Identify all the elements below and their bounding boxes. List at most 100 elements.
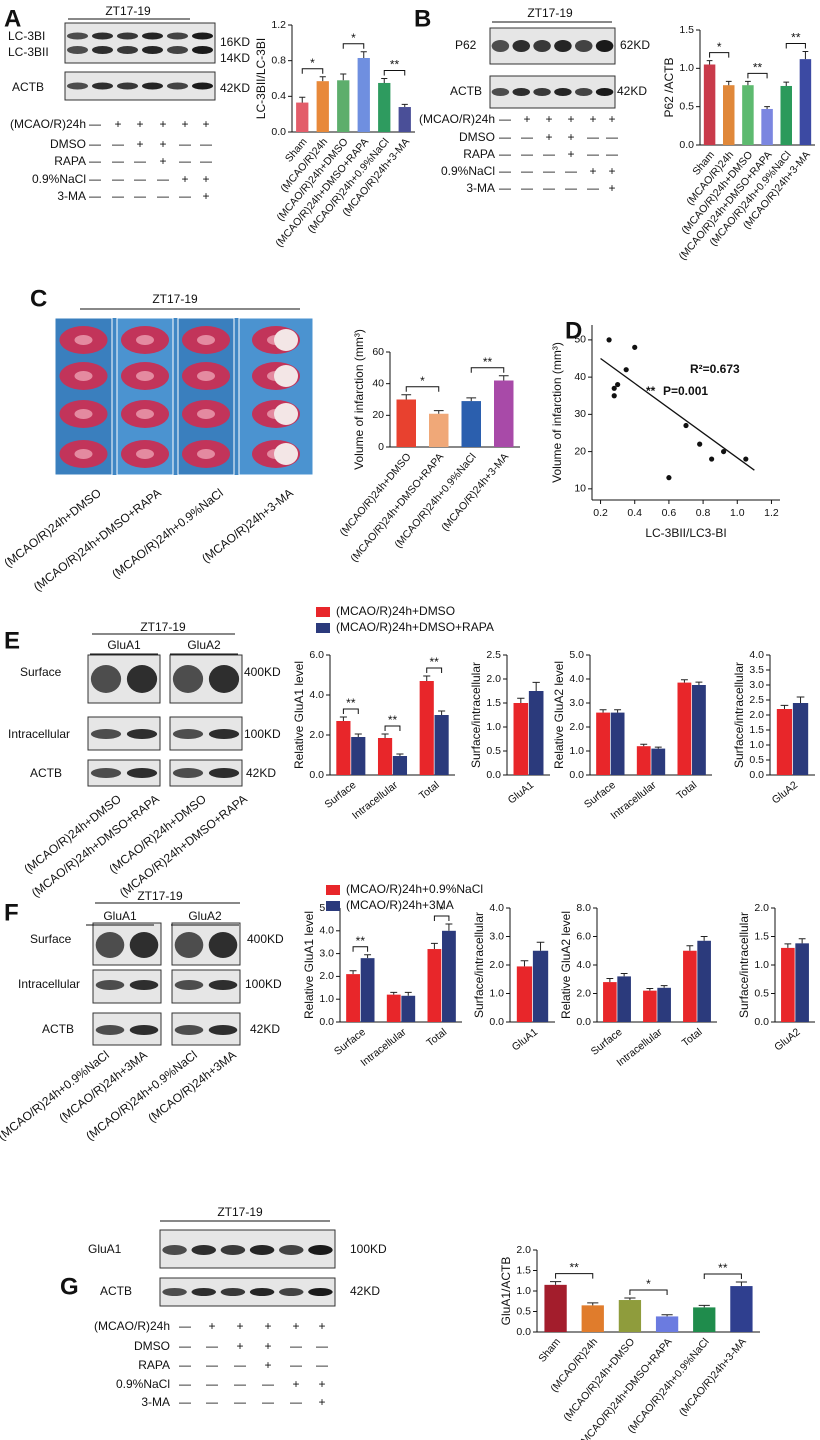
x-tick-label: Total — [424, 1026, 449, 1049]
x-tick-label: Intracellular — [608, 779, 659, 822]
significance-label: * — [646, 1277, 651, 1291]
treatment-sign: — — [134, 189, 146, 203]
bar — [603, 982, 617, 1022]
blot-band — [308, 1288, 333, 1296]
y-axis-label: Surface/intracellular — [732, 662, 746, 768]
panel-label: F — [4, 899, 19, 926]
treatment-sign: — — [290, 1395, 302, 1409]
blot-band — [191, 1245, 216, 1255]
bar — [677, 682, 692, 775]
panel-label: D — [565, 317, 582, 344]
bar — [742, 85, 754, 145]
treatment-sign: + — [545, 112, 552, 126]
blot-group-label: GluA1 — [107, 638, 141, 652]
y-tick-label: 20 — [574, 445, 586, 457]
bar — [723, 85, 735, 145]
treatment-sign: — — [587, 130, 599, 144]
blot-band — [220, 1245, 246, 1255]
brain-slice-core — [197, 449, 215, 459]
bar — [296, 102, 309, 132]
error-bar — [520, 960, 529, 967]
treatment-sign: + — [136, 117, 143, 131]
blot-band — [167, 32, 188, 40]
treatment-sign: + — [567, 130, 574, 144]
bar — [781, 947, 795, 1022]
treatment-sign: + — [523, 112, 530, 126]
bar — [780, 85, 792, 145]
y-axis-label: Volume of infarction (mm³) — [352, 329, 366, 470]
blot-row-label: ACTB — [450, 84, 482, 98]
blot-band — [92, 32, 113, 40]
error-bar — [606, 978, 614, 983]
blot-size-label: 42KD — [220, 81, 250, 95]
legend-label: (MCAO/R)24h+DMSO+RAPA — [336, 620, 494, 634]
x-tick-label: (MCAO/R)24h+DMSO — [561, 1336, 637, 1424]
blot-band — [491, 88, 510, 96]
significance-label: ** — [356, 934, 366, 948]
blot-size-label: 100KD — [350, 1242, 387, 1256]
error-bar — [587, 1302, 599, 1306]
y-tick-label: 1.0 — [754, 959, 769, 971]
blot-size-label: 100KD — [244, 727, 281, 741]
treatment-sign: + — [264, 1358, 271, 1372]
significance-label: ** — [388, 713, 398, 727]
y-tick-label: 6.0 — [576, 930, 591, 942]
blot-row-label: ACTB — [100, 1284, 132, 1298]
blot-band — [533, 88, 551, 96]
infarct-area — [274, 365, 298, 387]
error-bar — [438, 710, 446, 715]
y-tick-label: 1.5 — [516, 1264, 531, 1276]
blot-band — [512, 88, 530, 96]
y-tick-label: 2.0 — [516, 1244, 531, 1256]
y-tick-label: 1.0 — [516, 1285, 531, 1297]
x-tick-label: 1.2 — [764, 507, 779, 519]
error-bar — [680, 679, 688, 683]
error-bar — [700, 936, 708, 941]
blot-size-label: 42KD — [617, 84, 647, 98]
blot-band — [92, 82, 113, 90]
significance-label: ** — [718, 1261, 728, 1275]
y-tick-label: 2.0 — [489, 959, 504, 971]
treatment-sign: — — [234, 1395, 246, 1409]
blot-title: ZT17-19 — [105, 4, 151, 18]
treatment-label: 0.9%NaCl — [441, 164, 495, 178]
treatment-sign: + — [202, 117, 209, 131]
significance-label: ** — [390, 58, 400, 72]
y-tick-label: 0.0 — [319, 1016, 334, 1028]
treatment-label: RAPA — [138, 1358, 170, 1372]
blot-band — [308, 1245, 333, 1255]
treatment-sign: — — [112, 189, 124, 203]
blot-band — [67, 82, 88, 90]
treatment-label: (MCAO/R)24h — [94, 1319, 170, 1333]
error-bar — [401, 394, 412, 400]
brain-slice-core — [136, 409, 154, 419]
blot-band — [533, 40, 551, 52]
y-axis-label: Relative GluA2 level — [559, 911, 573, 1019]
significance-bracket — [709, 52, 730, 58]
bar — [357, 57, 370, 132]
y-tick-label: 1.0 — [319, 993, 334, 1005]
legend-swatch — [316, 607, 330, 617]
y-tick-label: 4.0 — [319, 925, 334, 937]
y-tick-label: 4.0 — [309, 689, 324, 701]
blot-band — [95, 932, 125, 958]
blot-size-label: 42KD — [246, 766, 276, 780]
treatment-sign: + — [318, 1377, 325, 1391]
y-tick-label: 2.0 — [576, 987, 591, 999]
y-axis-label: LC-3BII/LC-3BI — [254, 38, 268, 119]
bar — [392, 756, 408, 775]
bar — [692, 685, 706, 775]
blot-row-label: ACTB — [30, 766, 62, 780]
y-tick-label: 0.5 — [516, 1305, 531, 1317]
lane-label: (MCAO/R)24h+DMSO — [1, 486, 103, 570]
error-bar — [381, 78, 388, 83]
blot-band — [208, 768, 240, 778]
blot-image — [64, 22, 216, 64]
x-tick-label: 1.0 — [730, 507, 745, 519]
treatment-sign: — — [89, 189, 101, 203]
blot-image — [489, 75, 616, 109]
annotation: R²=0.673 — [690, 362, 740, 376]
blot-title: ZT17-19 — [152, 292, 198, 306]
bar — [799, 59, 812, 146]
treatment-sign: + — [236, 1339, 243, 1353]
